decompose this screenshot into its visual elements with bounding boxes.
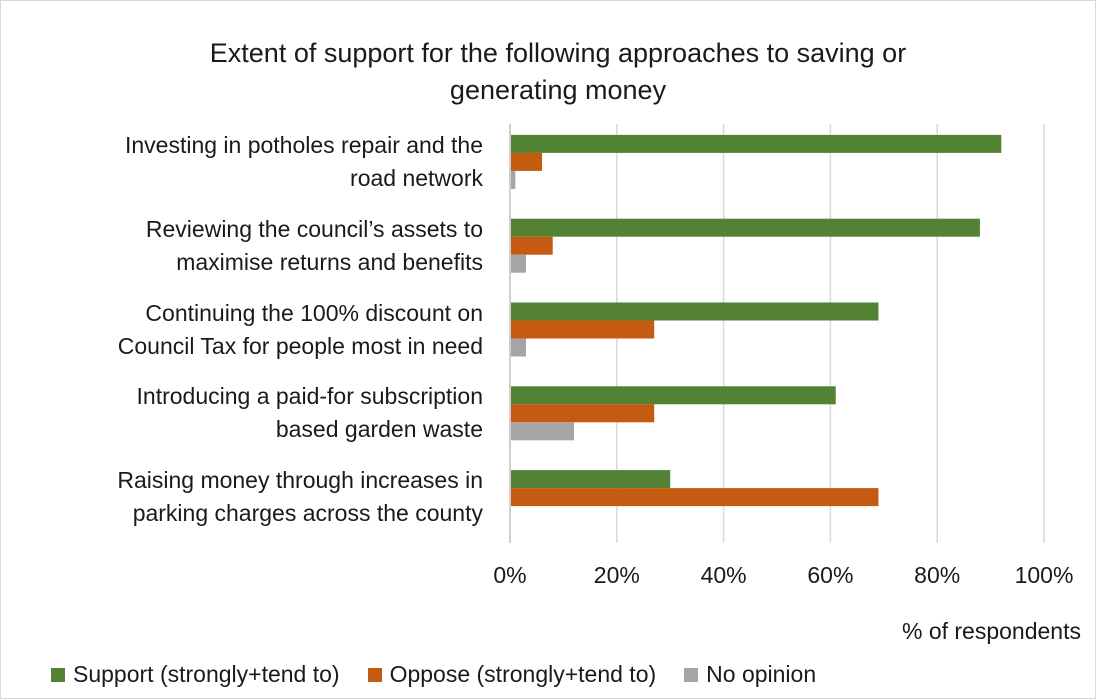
legend-item-oppose: Oppose (strongly+tend to): [367, 661, 657, 688]
bar-no-1: [511, 254, 527, 273]
legend-swatch-support: [51, 667, 65, 682]
bar-oppose-2: [511, 320, 655, 339]
category-label-line: Reviewing the council’s assets to: [145, 215, 483, 242]
x-tick-label: 0%: [493, 562, 527, 588]
category-label-line: Introducing a paid-for subscription: [136, 383, 483, 410]
category-label: Introducing a paid-for subscription based…: [13, 380, 483, 446]
bar-support-2: [511, 302, 879, 321]
x-tick-label: 100%: [1014, 562, 1074, 588]
category-label: Reviewing the council’s assets to maximis…: [13, 213, 483, 279]
category-label-line: Investing in potholes repair and the: [124, 131, 483, 158]
x-axis-title: % of respondents: [901, 618, 1081, 644]
category-label: Raising money through increases in parkin…: [13, 464, 483, 530]
bar-no-0: [511, 170, 516, 189]
category-label: Continuing the 100% discount on Council T…: [13, 297, 483, 363]
bar-no-3: [511, 422, 575, 441]
bar-support-1: [511, 218, 980, 237]
bar-support-4: [511, 470, 671, 489]
x-tick-label: 20%: [593, 562, 640, 588]
category-label-line: Council Tax for people most in need: [117, 332, 483, 359]
legend-label-no-opinion: No opinion: [706, 661, 817, 687]
legend-label-support: Support (strongly+tend to): [73, 661, 340, 687]
category-label-line: maximise returns and benefits: [176, 248, 483, 275]
category-label: Investing in potholes repair and the road…: [13, 129, 483, 195]
category-label-line: Raising money through increases in: [117, 467, 483, 494]
bar-oppose-4: [511, 488, 879, 507]
bar-oppose-3: [511, 404, 655, 423]
category-label-line: based garden waste: [275, 416, 483, 443]
bar-support-3: [511, 386, 836, 405]
x-tick-label: 80%: [914, 562, 961, 588]
legend-swatch-no-opinion: [684, 667, 699, 682]
chart-title-line: generating money: [449, 75, 667, 105]
category-label-line: Continuing the 100% discount on: [145, 299, 483, 326]
legend-item-support: Support (strongly+tend to): [51, 661, 340, 688]
category-label-line: road network: [350, 164, 483, 191]
chart-title: Extent of support for the following appr…: [1, 35, 1096, 109]
legend-label-oppose: Oppose (strongly+tend to): [389, 661, 657, 687]
bar-oppose-1: [511, 236, 553, 255]
chart-title-line: Extent of support for the following appr…: [209, 38, 907, 68]
bar-oppose-0: [511, 152, 543, 171]
bar-no-2: [511, 338, 527, 357]
bar-support-0: [511, 134, 1002, 153]
x-tick-label: 60%: [807, 562, 854, 588]
x-tick-label: 40%: [700, 562, 747, 588]
category-label-line: parking charges across the county: [132, 500, 483, 527]
legend-item-no-opinion: No opinion: [684, 661, 816, 688]
legend: Support (strongly+tend to) Oppose (stron…: [51, 661, 844, 688]
legend-swatch-oppose: [367, 667, 382, 682]
